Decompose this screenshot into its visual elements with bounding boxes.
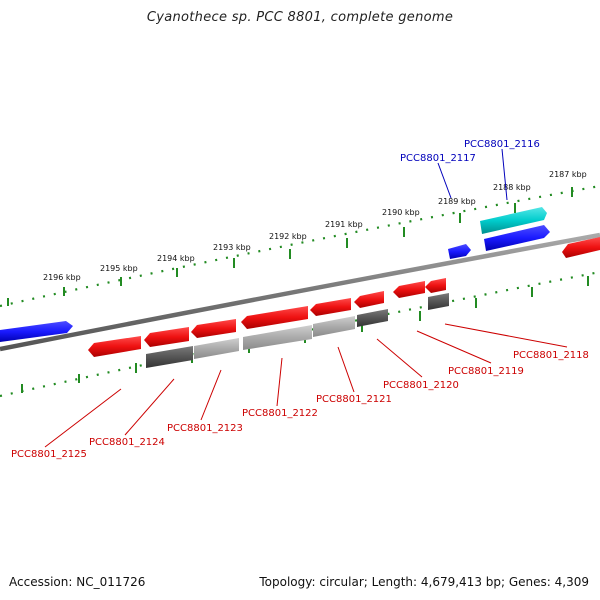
gene-arrow-reverse[interactable] bbox=[191, 319, 236, 338]
gene-label[interactable]: PCC8801_2124 bbox=[89, 437, 165, 448]
scale-track-top bbox=[0, 184, 600, 308]
rna-feature-reverse[interactable] bbox=[357, 309, 388, 327]
kbp-label: 2187 kbp bbox=[549, 170, 587, 179]
gene-arrow-forward[interactable] bbox=[562, 237, 600, 258]
label-leaders-bottom bbox=[44, 323, 568, 448]
gene-label[interactable]: PCC8801_2119 bbox=[448, 366, 524, 377]
genome-title: Cyanothece sp. PCC 8801, complete genome bbox=[146, 10, 454, 25]
gene-label[interactable]: PCC8801_2123 bbox=[167, 423, 243, 434]
gene-label[interactable]: PCC8801_2117 bbox=[400, 153, 476, 164]
gene-arrow-reverse[interactable] bbox=[393, 281, 425, 298]
gene-arrow-reverse[interactable] bbox=[241, 306, 308, 329]
kbp-label: 2196 kbp bbox=[43, 273, 81, 282]
rna-feature-reverse[interactable] bbox=[146, 346, 193, 368]
kbp-label: 2191 kbp bbox=[325, 220, 363, 229]
label-leaders-top bbox=[437, 148, 508, 201]
scale-ticks-top bbox=[7, 187, 573, 306]
gene-arrow-forward[interactable] bbox=[0, 321, 73, 342]
rna-feature-reverse[interactable] bbox=[243, 325, 312, 350]
rna-arrow-forward[interactable] bbox=[480, 207, 547, 234]
kbp-label: 2194 kbp bbox=[157, 254, 195, 263]
gene-label[interactable]: PCC8801_2120 bbox=[383, 380, 459, 391]
gene-arrow-reverse[interactable] bbox=[310, 298, 351, 316]
kbp-label: 2193 kbp bbox=[213, 243, 251, 252]
gene-arrow-reverse[interactable] bbox=[88, 336, 141, 357]
gene-label[interactable]: PCC8801_2122 bbox=[242, 408, 318, 419]
gene-label[interactable]: PCC8801_2116 bbox=[464, 139, 540, 150]
gene-label[interactable]: PCC8801_2118 bbox=[513, 350, 589, 361]
kbp-label: 2188 kbp bbox=[493, 183, 531, 192]
gene-label[interactable]: PCC8801_2125 bbox=[11, 449, 87, 460]
rna-feature-reverse[interactable] bbox=[313, 316, 355, 337]
gene-arrow-reverse[interactable] bbox=[144, 327, 189, 347]
gene-arrow-forward[interactable] bbox=[448, 244, 471, 259]
rna-feature-reverse[interactable] bbox=[194, 338, 239, 359]
rna-feature-reverse[interactable] bbox=[428, 293, 449, 310]
kbp-label: 2195 kbp bbox=[100, 264, 138, 273]
gene-arrow-reverse[interactable] bbox=[425, 278, 446, 293]
gene-arrow-reverse[interactable] bbox=[354, 291, 384, 308]
genome-stats-text: Topology: circular; Length: 4,679,413 bp… bbox=[259, 575, 589, 589]
genome-backbone bbox=[0, 232, 600, 352]
accession-text: Accession: NC_011726 bbox=[9, 575, 146, 589]
kbp-label: 2189 kbp bbox=[438, 197, 476, 206]
kbp-label: 2190 kbp bbox=[382, 208, 420, 217]
kbp-label: 2192 kbp bbox=[269, 232, 307, 241]
gene-label[interactable]: PCC8801_2121 bbox=[316, 394, 392, 405]
gene-arrow-forward[interactable] bbox=[484, 225, 550, 251]
